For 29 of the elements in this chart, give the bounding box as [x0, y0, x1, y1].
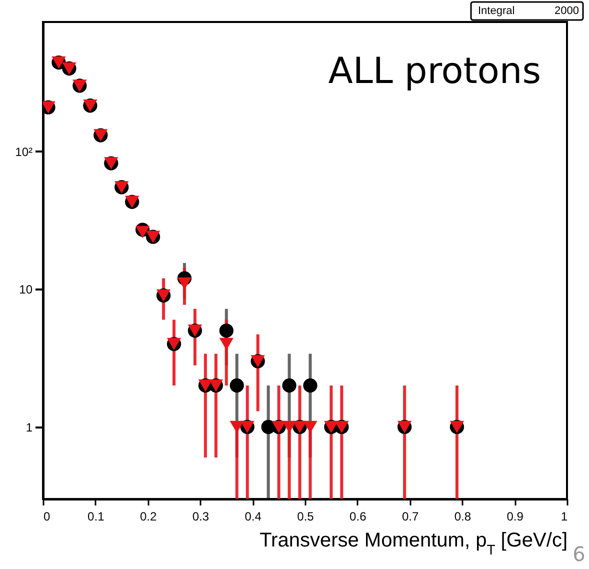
x-tick-label: 0.8: [454, 510, 472, 524]
y-tick-label: 10: [19, 282, 33, 297]
text: Integral: [478, 5, 515, 17]
x-tick-label: 1: [560, 510, 568, 524]
point: [303, 420, 318, 434]
point: [282, 420, 296, 434]
y-tick-label: 10²: [15, 144, 33, 159]
x-tick-label: 0: [44, 510, 50, 524]
point: [135, 226, 150, 238]
x-tick-label: 0.6: [350, 510, 367, 524]
point: [303, 378, 318, 393]
x-tick-label: 0.4: [244, 510, 262, 524]
annotation: ALL protons: [328, 51, 541, 92]
point: [177, 277, 192, 290]
text: 2000: [554, 5, 579, 17]
x-tick-label: 0.3: [192, 510, 210, 524]
x-tick-label: 0.1: [88, 510, 105, 524]
point: [282, 378, 296, 393]
point: [219, 324, 234, 338]
y-tick-label: 1: [26, 420, 33, 434]
point: [230, 420, 244, 434]
x-tick-label: 0.9: [506, 510, 524, 524]
text: 6: [572, 542, 586, 566]
point: [219, 338, 234, 350]
point: [230, 378, 244, 393]
x-tick-label: 0.5: [297, 510, 314, 524]
x-tick-label: 0.7: [402, 510, 419, 524]
x-axis-title: Transverse Momentum, p$_{T}$ [GeV/c]: [260, 530, 568, 558]
x-tick-label: 0.2: [140, 510, 157, 524]
